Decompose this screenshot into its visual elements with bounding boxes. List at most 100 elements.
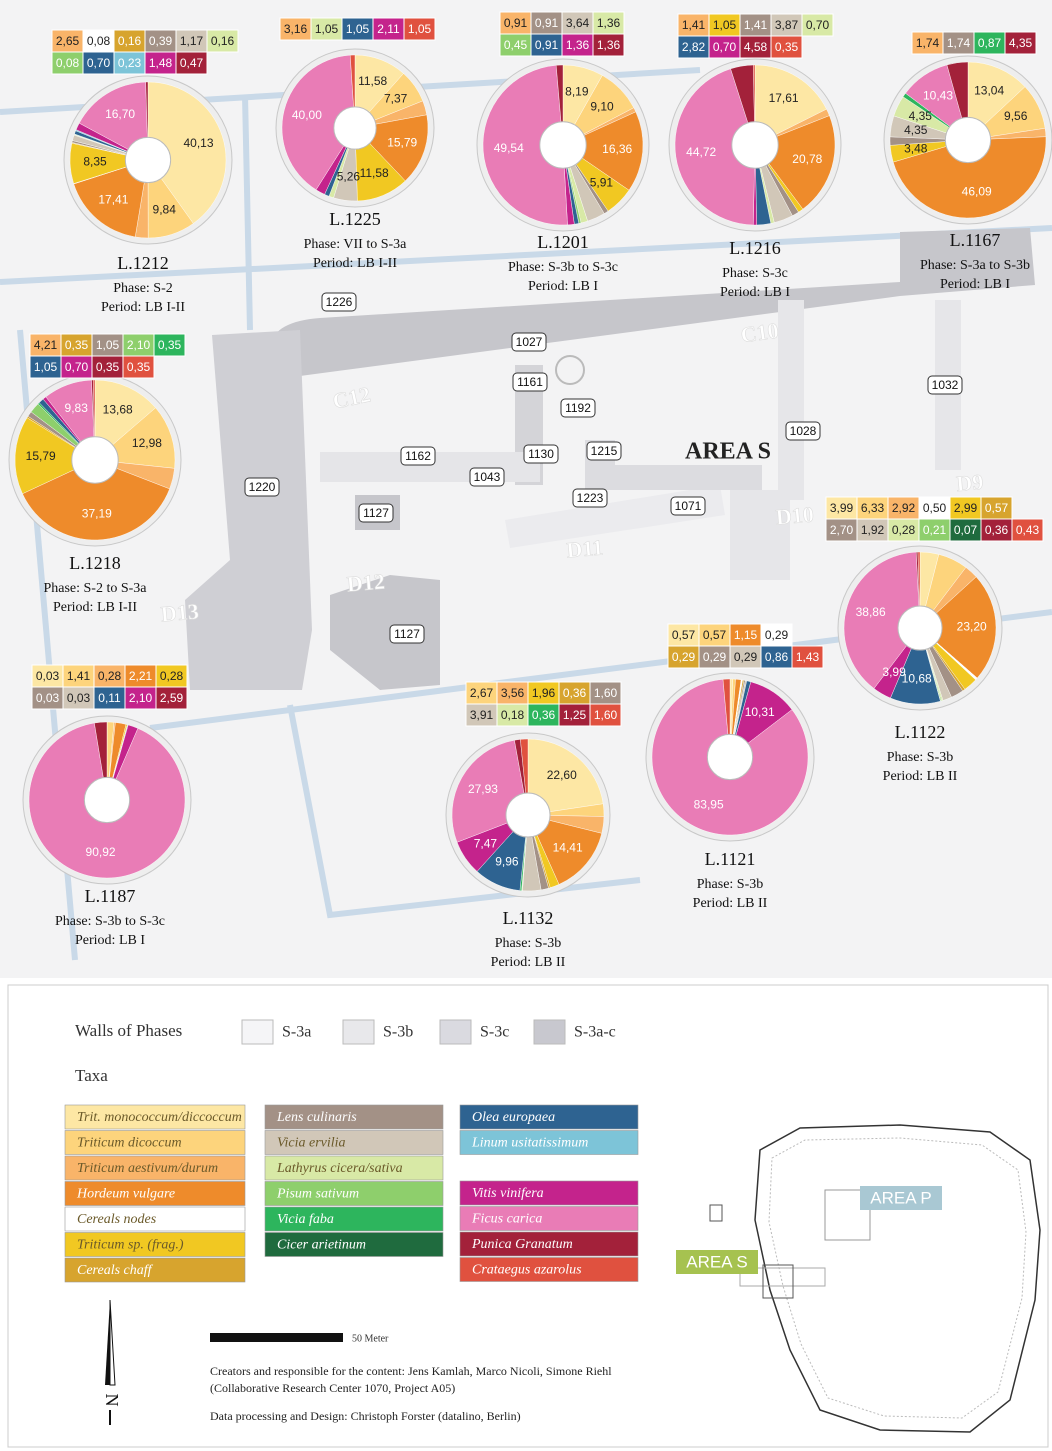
- value-label: 0,91: [535, 38, 559, 52]
- taxon-swatch: [264, 1181, 444, 1206]
- taxon-swatch: [64, 1104, 246, 1130]
- value-box: [1011, 518, 1044, 542]
- slice-label: 3,99: [882, 665, 906, 679]
- phase-swatch: [533, 1019, 566, 1045]
- pie-hole: [897, 605, 943, 651]
- slice-label: 46,09: [962, 184, 992, 198]
- value-label: 2,11: [377, 22, 400, 36]
- pie-hole: [83, 776, 131, 824]
- value-label: 0,29: [734, 650, 758, 664]
- taxon-swatch: [459, 1104, 639, 1130]
- wall-label: 1027: [516, 335, 543, 349]
- value-label: 0,03: [36, 669, 60, 683]
- value-label: 1,92: [861, 523, 885, 537]
- slice-label: 8,19: [565, 85, 589, 99]
- value-label: 0,29: [672, 650, 696, 664]
- value-label: 3,16: [284, 22, 308, 36]
- value-label: 0,07: [954, 523, 978, 537]
- value-label: 1,15: [734, 628, 758, 642]
- pie: [837, 545, 1003, 711]
- value-label: 2,92: [892, 501, 916, 515]
- slice-label: 16,70: [105, 107, 135, 121]
- pie-slice: [674, 68, 756, 226]
- phase-swatch: [342, 1019, 375, 1045]
- square-label: D11: [565, 535, 604, 563]
- slice-label: 10,68: [902, 672, 932, 686]
- value-label: 0,21: [923, 523, 947, 537]
- slice-label: 44,72: [686, 145, 716, 159]
- slice-label: 7,47: [474, 836, 498, 850]
- value-box: [153, 333, 186, 357]
- pie-slice: [78, 81, 149, 161]
- value-label: 4,35: [1009, 36, 1033, 50]
- wall-label: 1162: [405, 449, 431, 463]
- value-label: 1,60: [594, 686, 618, 700]
- value-label: 1,43: [796, 650, 820, 664]
- taxon-swatch: [459, 1257, 639, 1282]
- value-box: [155, 686, 188, 710]
- locus-phase: Phase: S-3c: [722, 266, 788, 281]
- value-label: 0,36: [985, 523, 1009, 537]
- value-label: 0,36: [532, 708, 556, 722]
- pie-slice: [919, 576, 997, 679]
- value-box: [801, 13, 834, 37]
- credit: Data processing and Design: Christoph Fo…: [210, 1409, 521, 1423]
- value-label: 1,41: [682, 18, 706, 32]
- locus-phase: Phase: VII to S-3a: [304, 237, 408, 252]
- phase-label: S-3a-c: [574, 1024, 616, 1041]
- value-label: 1,05: [96, 338, 120, 352]
- locus-phase: Phase: S-3b: [697, 877, 764, 892]
- value-label: 0,03: [67, 691, 91, 705]
- wall-label: 1028: [790, 424, 817, 438]
- value-label: 2,21: [129, 669, 153, 683]
- wall-label: 1043: [474, 470, 501, 484]
- taxon-label: Lathyrus cicera/sativa: [276, 1161, 403, 1176]
- pie-slice: [14, 417, 96, 494]
- value-label: 0,11: [98, 691, 121, 705]
- value-label: 1,36: [597, 16, 621, 30]
- taxon-label: Triticum dicoccum: [77, 1136, 182, 1151]
- slice-label: 23,20: [957, 620, 987, 634]
- taxon-swatch: [264, 1232, 444, 1257]
- pie-slice: [147, 81, 227, 224]
- slice-label: 14,41: [553, 840, 583, 854]
- value-label: 6,33: [861, 501, 885, 515]
- slice-label: 20,78: [792, 152, 822, 166]
- value-label: 1,96: [532, 686, 556, 700]
- wall-label-box: [512, 372, 548, 392]
- slice-label: 9,83: [65, 401, 89, 415]
- pie-hole: [333, 106, 377, 150]
- slice-label: 7,37: [384, 92, 408, 106]
- value-label: 0,16: [118, 34, 142, 48]
- grid-line: [0, 225, 1052, 285]
- value-label: 4,21: [34, 338, 58, 352]
- pie: [445, 732, 611, 898]
- slice-label: 10,31: [745, 705, 775, 719]
- locus-period: Period: LB II: [883, 769, 958, 784]
- value-label: 0,35: [158, 338, 182, 352]
- value-label: 0,91: [535, 16, 559, 30]
- wall-label: 1130: [528, 447, 554, 461]
- value-label: 1,05: [713, 18, 737, 32]
- taxon-swatch: [459, 1180, 639, 1206]
- wall-label-box: [389, 624, 425, 644]
- inset-label-box: [860, 1186, 942, 1210]
- taxon-label: Vicia ervilia: [277, 1136, 346, 1151]
- value-label: 0,50: [923, 501, 947, 515]
- value-label: 4,58: [744, 40, 768, 54]
- credit: Creators and responsible for the content…: [210, 1364, 612, 1378]
- locus-period: Period: LB II: [491, 955, 566, 970]
- walls-title: Walls of Phases: [75, 1021, 182, 1040]
- value-label: 2,10: [129, 691, 153, 705]
- locus-phase: Phase: S-2: [113, 281, 173, 296]
- value-label: 0,70: [806, 18, 830, 32]
- pie-hole: [124, 136, 172, 184]
- value-label: 0,03: [36, 691, 60, 705]
- value-label: 0,87: [978, 36, 1002, 50]
- wall-label-box: [511, 332, 547, 352]
- inset-label: AREA P: [870, 1188, 931, 1207]
- pie-hole: [731, 121, 779, 169]
- locus-phase: Phase: S-3b: [887, 750, 954, 765]
- value-box: [589, 703, 622, 727]
- pie-slice: [843, 551, 921, 689]
